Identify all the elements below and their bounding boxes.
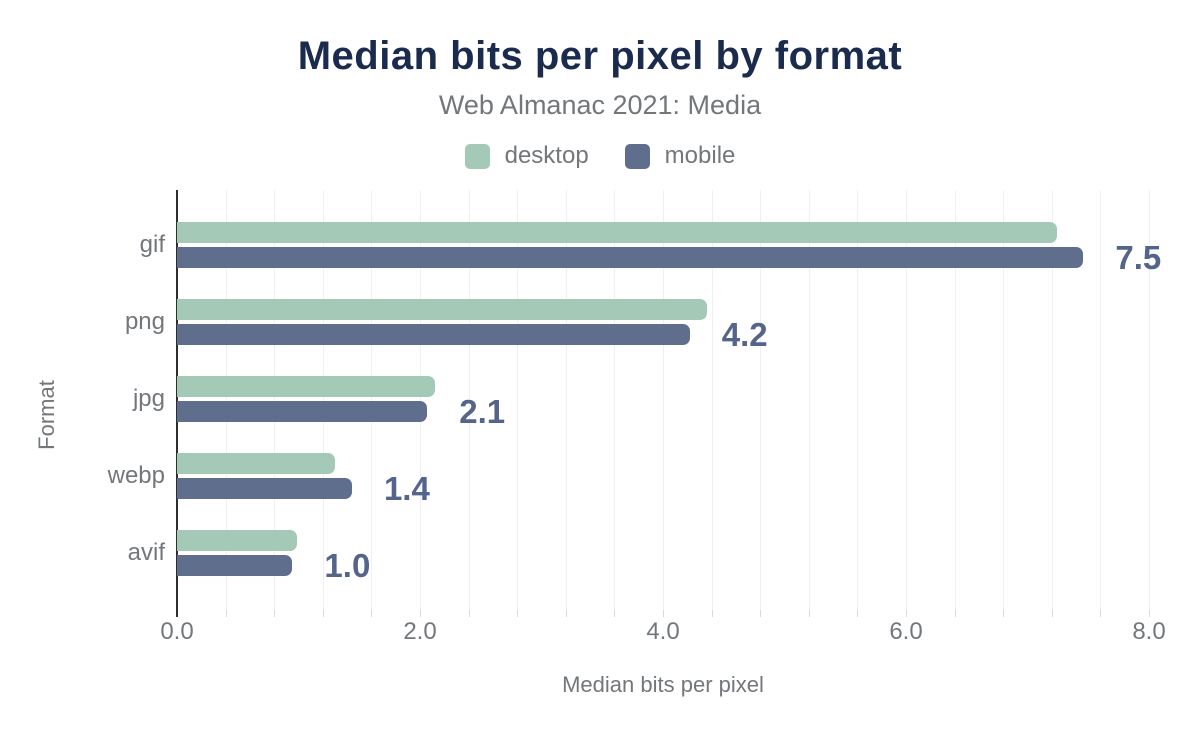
- y-axis-title: Format: [34, 380, 59, 450]
- gridline: [857, 190, 859, 610]
- category-label-png: png: [124, 308, 165, 335]
- gridline: [468, 190, 470, 610]
- gridline: [614, 190, 616, 610]
- bar-mobile-avif: [177, 555, 293, 576]
- x-axis-tick: [1051, 610, 1053, 617]
- gridline: [565, 190, 567, 610]
- gridline: [1149, 190, 1150, 610]
- x-axis-tick-label: 4.0: [646, 618, 680, 645]
- x-axis-tick-label: 2.0: [403, 618, 437, 645]
- x-axis-tick: [857, 610, 859, 617]
- x-axis-tick: [711, 610, 713, 617]
- gridline: [517, 190, 519, 610]
- gridline: [371, 190, 373, 610]
- bar-desktop-webp: [177, 453, 335, 474]
- gridline: [663, 190, 664, 610]
- gridline: [420, 190, 421, 610]
- bar-mobile-png: [177, 324, 690, 345]
- gridline: [322, 190, 324, 610]
- x-axis-tick-label: 0.0: [160, 618, 194, 645]
- gridline: [1003, 190, 1005, 610]
- x-axis-tick: [954, 610, 956, 617]
- value-label-png: 4.2: [721, 315, 768, 353]
- bar-mobile-gif: [177, 247, 1084, 268]
- x-axis-tick: [274, 610, 276, 617]
- x-axis-tick: [322, 610, 324, 617]
- x-axis-tick: [760, 610, 762, 617]
- x-axis-tick: [517, 610, 519, 617]
- x-axis-tick-label: 8.0: [1132, 618, 1166, 645]
- x-axis-tick: [614, 610, 616, 617]
- gridline: [906, 190, 907, 610]
- legend-item-mobile: mobile: [624, 142, 736, 170]
- legend-label: desktop: [504, 142, 589, 169]
- chart-subtitle: Web Almanac 2021: Media: [438, 90, 762, 120]
- gridline: [225, 190, 227, 610]
- category-label-gif: gif: [139, 231, 165, 258]
- gridline: [1100, 190, 1102, 610]
- x-axis-tick: [468, 610, 470, 617]
- x-axis-tick: [906, 610, 907, 617]
- value-label-gif: 7.5: [1115, 238, 1162, 276]
- gridline: [954, 190, 956, 610]
- x-axis-tick: [565, 610, 567, 617]
- bar-desktop-avif: [177, 530, 298, 551]
- gridline: [274, 190, 276, 610]
- gridline: [808, 190, 810, 610]
- x-axis-tick: [420, 610, 421, 617]
- bar-mobile-jpg: [177, 401, 428, 422]
- legend-label: mobile: [664, 142, 736, 169]
- legend: desktop mobile: [0, 142, 1200, 170]
- x-axis-tick: [1003, 610, 1005, 617]
- bar-desktop-gif: [177, 222, 1057, 243]
- x-axis-title: Median bits per pixel: [562, 672, 764, 697]
- x-axis-tick: [808, 610, 810, 617]
- chart-title: Median bits per pixel by format: [297, 34, 903, 78]
- value-label-avif: 1.0: [324, 546, 371, 584]
- legend-swatch-mobile: [624, 143, 650, 169]
- category-label-jpg: jpg: [132, 385, 165, 412]
- value-label-jpg: 2.1: [459, 392, 506, 430]
- legend-swatch-desktop: [464, 143, 490, 169]
- bar-desktop-jpg: [177, 376, 435, 397]
- legend-item-desktop: desktop: [464, 142, 589, 170]
- x-axis-tick-label: 6.0: [889, 618, 923, 645]
- category-label-webp: webp: [107, 462, 165, 489]
- x-axis-tick: [1149, 610, 1150, 617]
- bar-desktop-png: [177, 299, 707, 320]
- x-axis-tick: [225, 610, 227, 617]
- gridline: [760, 190, 762, 610]
- category-label-avif: avif: [127, 539, 165, 566]
- value-label-webp: 1.4: [383, 469, 430, 507]
- x-axis-tick: [371, 610, 373, 617]
- x-axis-tick: [663, 610, 664, 617]
- gridline: [1051, 190, 1053, 610]
- bar-mobile-webp: [177, 478, 352, 499]
- x-axis-tick: [1100, 610, 1102, 617]
- gridline: [711, 190, 713, 610]
